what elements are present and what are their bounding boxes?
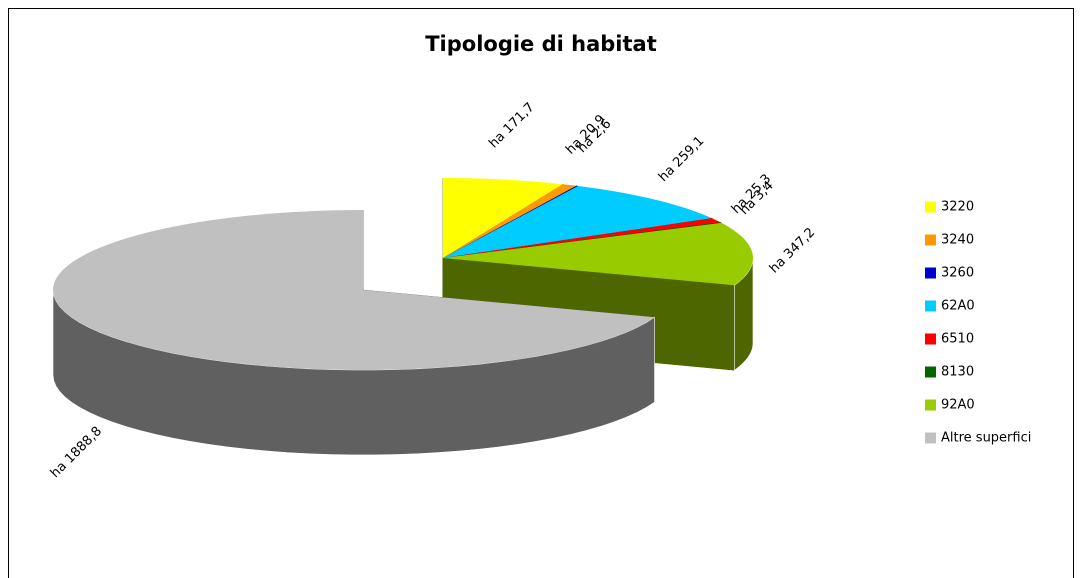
pie-slice: [443, 186, 712, 258]
pie-slice: [443, 222, 753, 286]
legend-label: 3260: [941, 266, 974, 281]
legend-swatch: [925, 333, 936, 345]
pie-slice: [53, 210, 655, 370]
legend-label: 62A0: [941, 299, 975, 314]
legend-swatch: [925, 300, 936, 312]
legend-label: 3240: [941, 233, 974, 248]
slice-outer-side: [734, 257, 754, 371]
pie-slice: [443, 218, 721, 258]
pie-slice: [443, 222, 722, 258]
legend-swatch: [925, 432, 936, 444]
legend-label: 8130: [941, 365, 974, 380]
pie-slice: [443, 178, 563, 258]
legend-swatch: [925, 234, 936, 246]
pie-slice: [443, 184, 577, 258]
legend-label: 92A0: [941, 398, 975, 413]
legend-label: Altre superfici: [941, 431, 1031, 446]
slice-tops: [53, 178, 753, 370]
legend-label: 6510: [941, 332, 974, 347]
chart-title: Tipologie di habitat: [425, 32, 657, 56]
legend-swatch: [925, 201, 936, 213]
legend-swatch: [925, 366, 936, 378]
legend-swatch: [925, 267, 936, 279]
legend-swatch: [925, 399, 936, 411]
legend-label: 3220: [941, 200, 974, 215]
pie-slice: [443, 185, 579, 258]
